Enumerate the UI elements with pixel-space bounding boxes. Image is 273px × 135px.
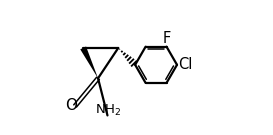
Text: NH$_2$: NH$_2$ <box>95 103 121 118</box>
Text: F: F <box>162 31 171 46</box>
Text: O: O <box>65 98 77 114</box>
Text: Cl: Cl <box>179 57 193 72</box>
Polygon shape <box>80 46 98 78</box>
